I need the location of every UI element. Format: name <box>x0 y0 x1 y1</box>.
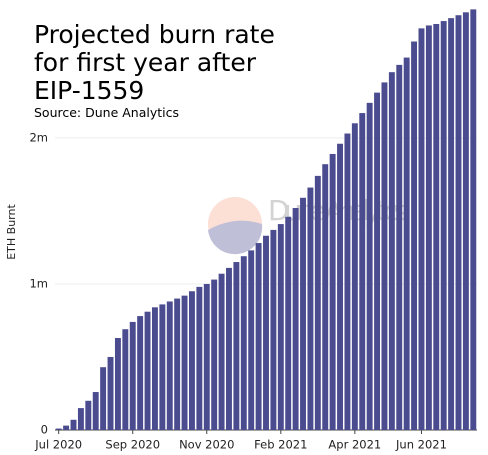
bar <box>425 25 432 430</box>
bar <box>411 41 418 431</box>
x-tick-label: Feb 2021 <box>254 438 307 452</box>
bar <box>440 21 447 430</box>
bar <box>159 304 166 430</box>
bar <box>344 133 351 430</box>
bar <box>285 216 292 430</box>
bar <box>107 356 114 430</box>
bar <box>151 307 158 430</box>
bar <box>248 250 255 430</box>
bar <box>137 316 144 430</box>
logo-circle <box>208 197 262 251</box>
bar <box>462 12 469 431</box>
bar <box>314 175 321 430</box>
bar <box>292 208 299 430</box>
bar <box>418 28 425 430</box>
bar <box>181 295 188 430</box>
bar <box>470 9 477 431</box>
bar <box>403 57 410 430</box>
bar <box>277 224 284 430</box>
logo-shape <box>208 220 263 255</box>
x-tick-label: Nov 2020 <box>179 438 234 452</box>
bar <box>337 143 343 430</box>
y-tick-label: 2m <box>29 130 48 144</box>
bar <box>307 187 314 430</box>
bar <box>381 82 388 431</box>
bar <box>144 311 151 430</box>
bar <box>218 273 225 430</box>
bar <box>263 235 269 430</box>
bar <box>100 367 107 430</box>
bar <box>166 301 173 430</box>
bar <box>85 400 92 430</box>
bar <box>233 262 240 430</box>
watermark-logo <box>208 197 263 255</box>
bar <box>196 286 203 430</box>
y-axis-label: ETH Burnt <box>5 204 18 260</box>
x-tick-label: Jul 2020 <box>34 438 82 452</box>
x-tick-label: Apr 2021 <box>328 438 381 452</box>
y-tick-label: 1m <box>29 276 48 290</box>
bar <box>55 428 62 430</box>
bar <box>77 408 84 430</box>
bar <box>359 113 366 431</box>
bar <box>203 283 210 430</box>
bar <box>63 425 70 430</box>
bar <box>211 279 218 430</box>
bar <box>122 329 129 430</box>
bar <box>366 102 373 430</box>
bar <box>92 392 99 430</box>
bar <box>396 64 403 430</box>
bar <box>129 321 136 430</box>
chart-subtitle: Source: Dune Analytics <box>34 105 180 120</box>
bar <box>240 256 247 430</box>
bar <box>226 267 232 430</box>
x-tick-label: Sep 2020 <box>105 438 160 452</box>
bar <box>351 123 358 431</box>
bar <box>174 298 181 430</box>
bar <box>322 164 329 430</box>
bar <box>388 72 395 430</box>
bar <box>114 337 121 430</box>
bar <box>255 243 262 430</box>
bar <box>329 153 336 431</box>
bar <box>300 197 306 430</box>
x-tick-label: Jun 2021 <box>395 438 447 452</box>
bar <box>70 419 77 430</box>
bar <box>270 229 277 430</box>
y-tick-label: 0 <box>41 423 48 437</box>
bar <box>189 291 195 430</box>
bar <box>448 18 455 431</box>
bar <box>374 92 381 430</box>
bar <box>455 15 462 431</box>
bar <box>433 23 440 430</box>
chart-title: Projected burn rate for first year after… <box>34 20 275 105</box>
